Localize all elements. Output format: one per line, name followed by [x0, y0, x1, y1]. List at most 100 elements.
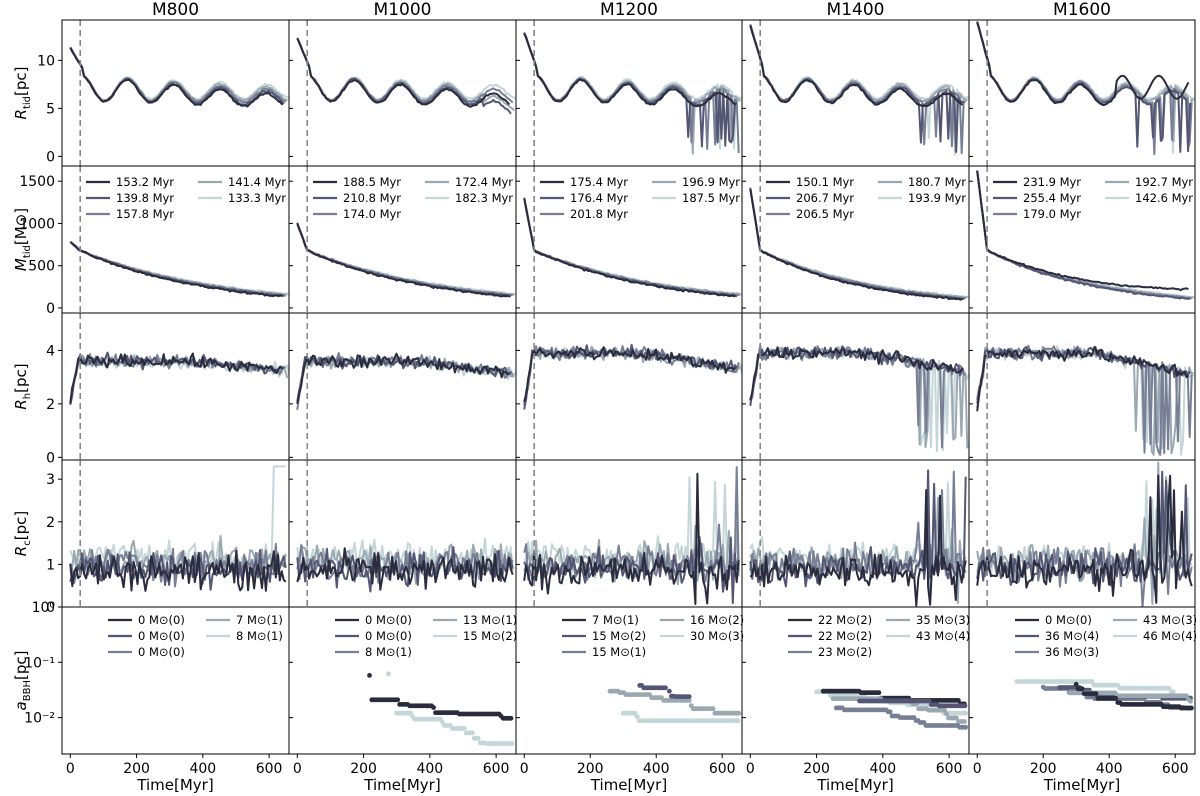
- bbh-point: [1093, 691, 1099, 696]
- bbh-point: [1089, 679, 1095, 684]
- bbh-point: [686, 698, 692, 703]
- series-line-3: [69, 241, 288, 296]
- legend-label: 133.3 Myr: [228, 191, 286, 205]
- x-tick-label: 400: [416, 761, 443, 777]
- legend-label: 139.8 Myr: [116, 191, 174, 205]
- legend-label: 22 M⊙(2): [818, 613, 872, 627]
- legend-label: 30 M⊙(3): [690, 629, 744, 643]
- legend-label: 15 M⊙(2): [592, 629, 646, 643]
- legend-label: 0 M⊙(0): [138, 613, 185, 627]
- x-tick-label: 0: [973, 761, 982, 777]
- series-line-3: [976, 169, 1194, 299]
- x-tick-label: 200: [577, 761, 604, 777]
- panel-2-3: [749, 344, 969, 453]
- panel-4-4: [1014, 679, 1195, 711]
- legend-label: 15 M⊙(1): [592, 645, 646, 659]
- series-line-1: [976, 171, 1191, 300]
- legend-label: 23 M⊙(2): [818, 645, 872, 659]
- panel-3-2: [523, 466, 740, 605]
- bbh-point: [509, 741, 515, 746]
- panel-frame: [288, 312, 517, 461]
- y-tick-label: 500: [28, 259, 55, 275]
- legend-label: 15 M⊙(2): [463, 629, 517, 643]
- legend-label: 176.4 Myr: [570, 191, 628, 205]
- panel-4-3: [814, 688, 969, 730]
- panel-1-4: [976, 169, 1195, 300]
- series-line-0: [749, 346, 964, 401]
- series-line-3: [69, 46, 288, 102]
- y-tick-label: 3: [46, 472, 55, 488]
- legend-label: 153.2 Myr: [116, 175, 174, 189]
- series-line-0: [69, 549, 287, 592]
- legend-label: 142.6 Myr: [1135, 191, 1193, 205]
- panel-frame: [61, 312, 290, 461]
- legend-label: 180.7 Myr: [908, 175, 966, 189]
- bbh-point: [954, 715, 959, 721]
- panel-2-2: [523, 343, 742, 410]
- bbh-point: [1166, 685, 1172, 691]
- legend-label: 36 M⊙(4): [1045, 629, 1099, 643]
- legend-label: 182.3 Myr: [455, 191, 513, 205]
- legend-label: 255.4 Myr: [1023, 191, 1081, 205]
- legend-label: 8 M⊙(1): [236, 629, 283, 643]
- series-line-0: [749, 25, 964, 107]
- legend-label: 0 M⊙(0): [1045, 613, 1092, 627]
- series-line-1: [69, 241, 284, 297]
- legend-label: 13 M⊙(1): [463, 613, 517, 627]
- panel-3-4: [976, 461, 1193, 607]
- legend-label: 196.9 Myr: [682, 175, 740, 189]
- bbh-point: [395, 697, 401, 703]
- bbh-point: [508, 715, 514, 721]
- bbh-point: [1079, 686, 1085, 692]
- bbh-point: [736, 710, 742, 716]
- bbh-point: [962, 719, 967, 724]
- legend-label: 206.5 Myr: [796, 207, 854, 221]
- series-line-0: [296, 222, 510, 298]
- series-line-0: [523, 346, 737, 403]
- bbh-point: [963, 710, 969, 716]
- series-line-4: [976, 170, 1195, 299]
- legend-label: 187.5 Myr: [682, 191, 740, 205]
- panel-0-2: [523, 32, 742, 155]
- panel-3-3: [749, 469, 967, 607]
- legend-label: 35 M⊙(3): [916, 613, 970, 627]
- series-line-2: [296, 544, 514, 584]
- bbh-point: [962, 703, 968, 709]
- series-line-0: [976, 474, 1193, 604]
- y-tick-label: 0: [46, 450, 55, 466]
- panel-0-3: [749, 23, 969, 156]
- x-tick-label: 200: [350, 761, 377, 777]
- bbh-point: [942, 707, 947, 713]
- legend-label: 174.0 Myr: [343, 207, 401, 221]
- legend-label: 43 M⊙(3): [1143, 613, 1197, 627]
- series-line-0: [296, 547, 514, 591]
- bbh-point: [956, 698, 961, 703]
- series-line-2: [69, 240, 286, 297]
- panel-0-1: [296, 37, 516, 115]
- y-tick-label: 4: [46, 343, 55, 359]
- series-line-0: [69, 47, 284, 108]
- bbh-point: [367, 672, 372, 678]
- y-axis-label: aBBH[pc]: [12, 651, 33, 711]
- legend-label: 0 M⊙(0): [138, 645, 185, 659]
- legend-label: 8 M⊙(1): [365, 645, 412, 659]
- bbh-point: [475, 735, 481, 741]
- y-tick-label: 10⁰: [32, 600, 56, 616]
- series-line-4: [523, 32, 742, 150]
- bbh-point: [876, 690, 882, 696]
- y-tick-label: 5: [46, 101, 55, 117]
- bbh-point: [1073, 681, 1079, 687]
- panel-3-0: [69, 465, 287, 592]
- panel-frame: [288, 459, 517, 608]
- x-axis-label: Time[Myr]: [136, 776, 213, 794]
- series-line-0: [523, 198, 736, 298]
- series-line-0: [976, 170, 1189, 292]
- legend-label: 46 M⊙(4): [1143, 629, 1197, 643]
- series-line-1: [749, 24, 965, 153]
- x-tick-label: 200: [1030, 761, 1057, 777]
- series-line-1: [523, 32, 738, 148]
- bbh-point: [667, 688, 672, 694]
- y-tick-label: 1000: [19, 216, 55, 232]
- y-axis-label: Rh[pc]: [12, 363, 33, 409]
- bbh-point: [735, 718, 741, 724]
